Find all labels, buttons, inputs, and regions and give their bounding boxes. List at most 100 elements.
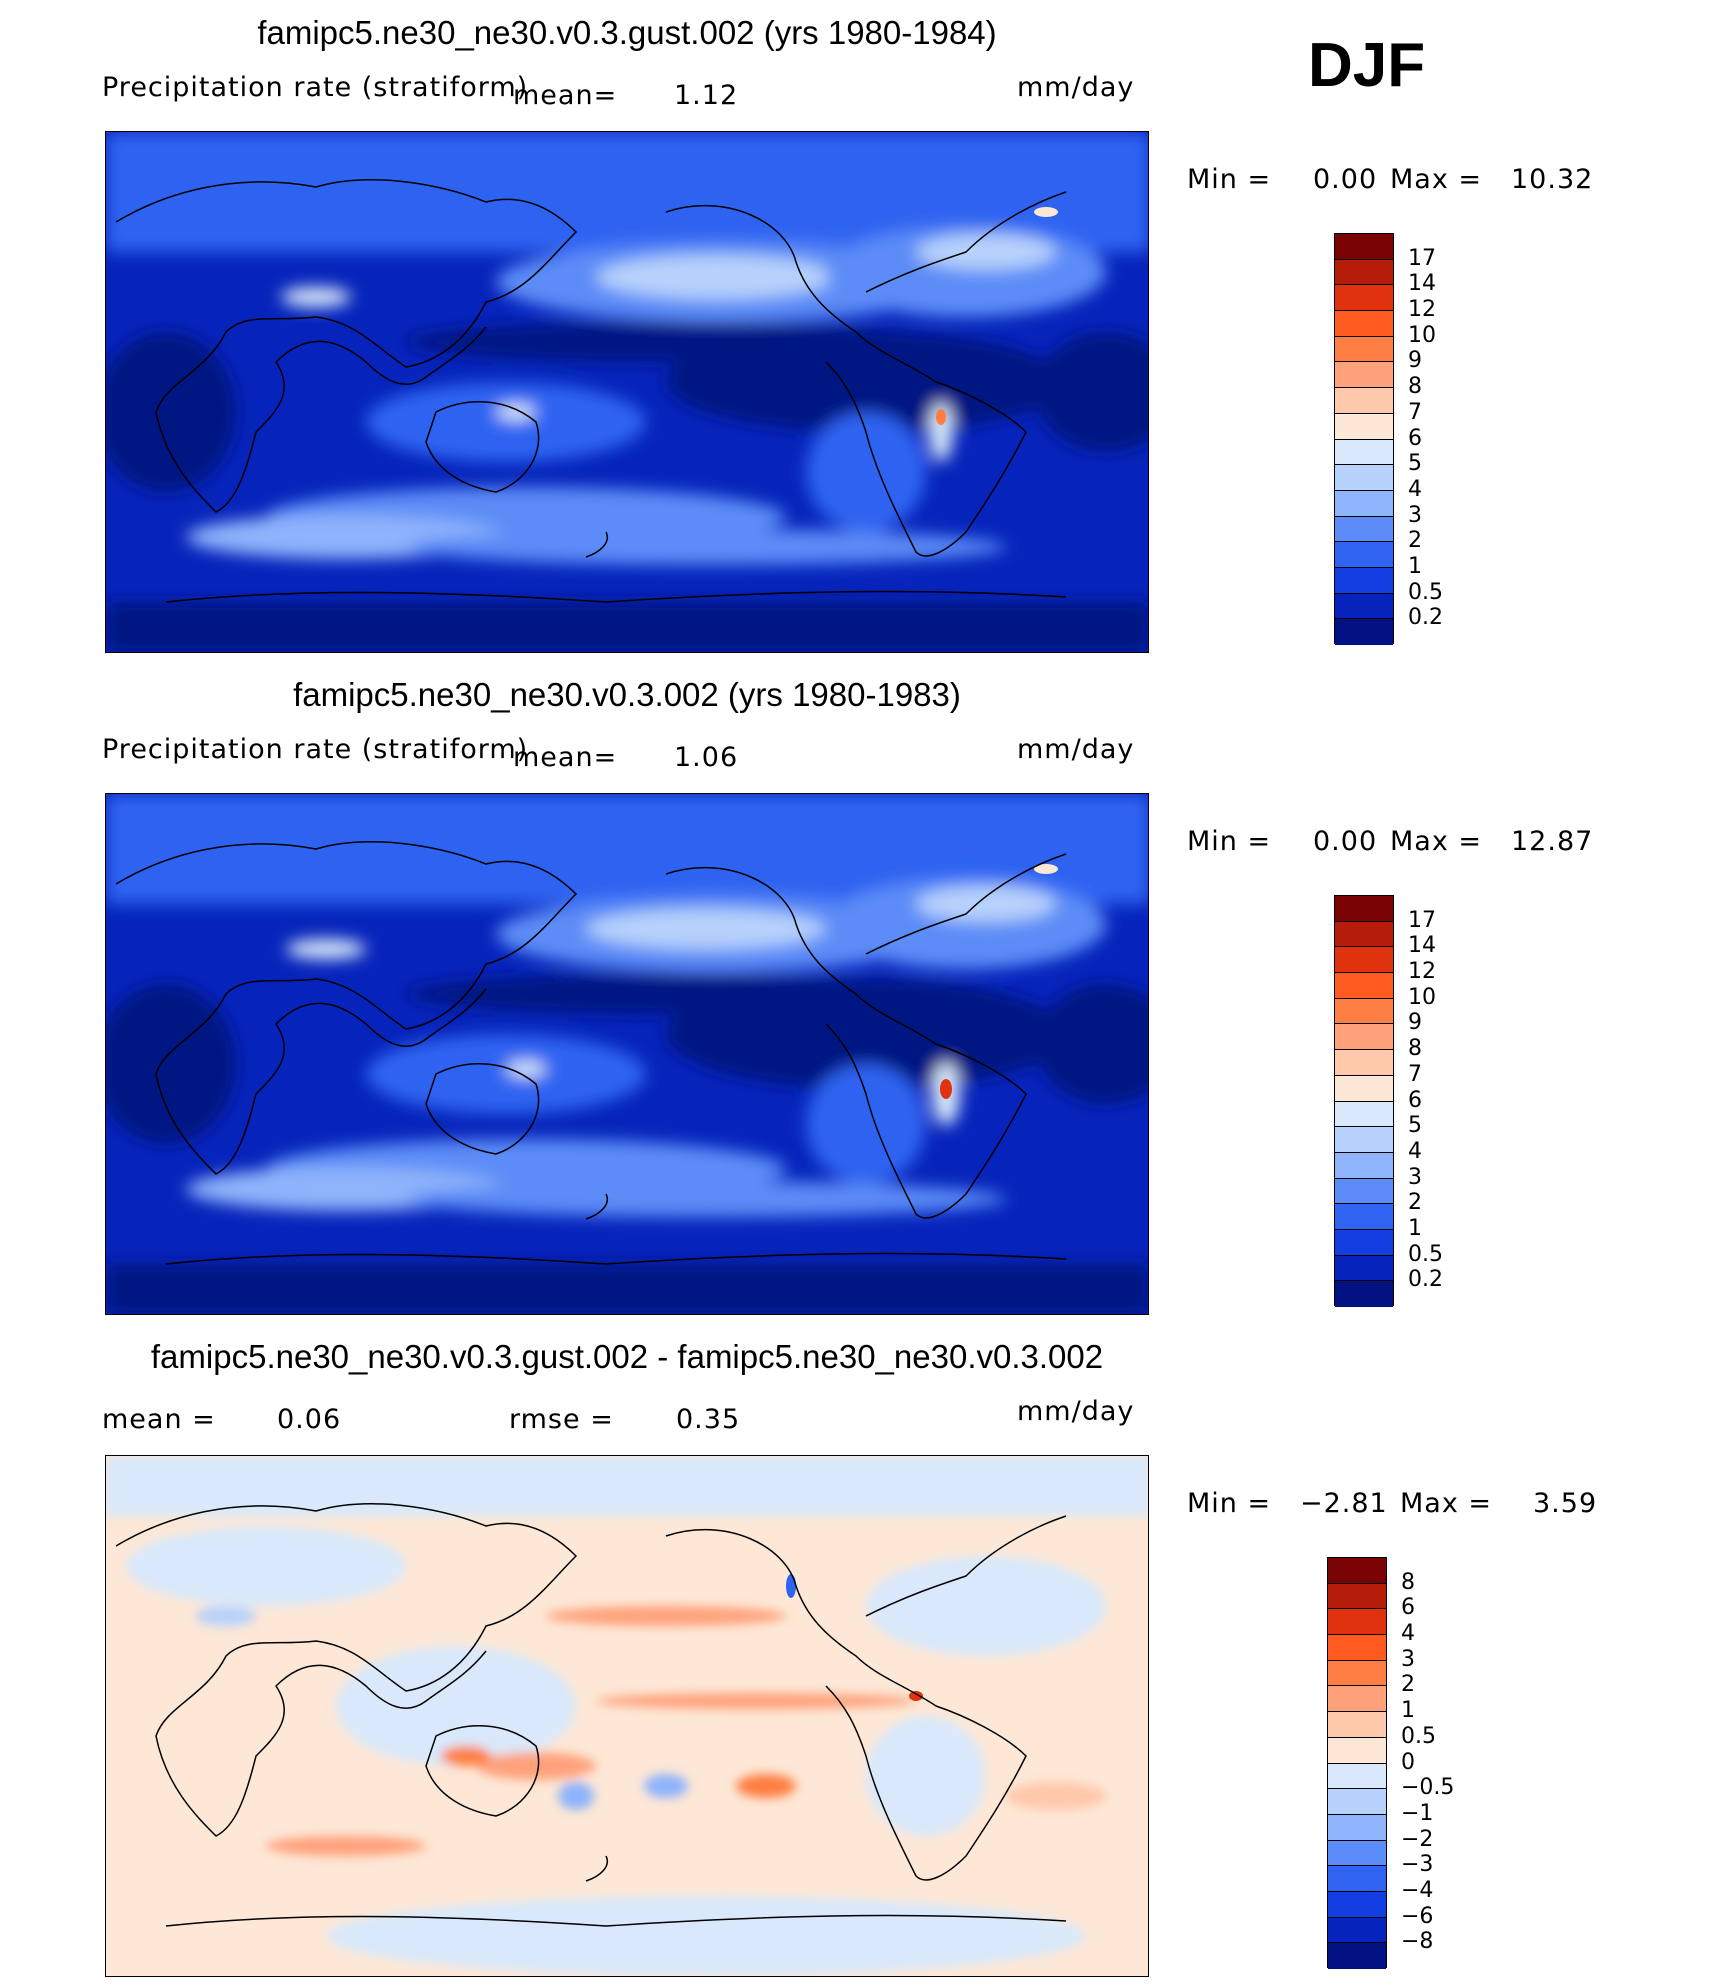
colorbar-tick-label: 3 xyxy=(1401,1646,1415,1672)
colorbar-swatch xyxy=(1335,1024,1393,1051)
panel-1-mean-label: mean= xyxy=(513,80,618,111)
panel-1-colorbar xyxy=(1334,233,1394,645)
panel-3-map xyxy=(105,1455,1149,1977)
colorbar-swatch xyxy=(1335,1255,1393,1282)
colorbar-tick-label: 17 xyxy=(1408,245,1436,271)
panel-2-variable-label: Precipitation rate (stratiform) xyxy=(102,734,529,765)
colorbar-swatch xyxy=(1328,1943,1386,1969)
colorbar-swatch xyxy=(1335,516,1393,543)
colorbar-swatch xyxy=(1335,593,1393,620)
colorbar-tick-label: −2 xyxy=(1401,1826,1434,1852)
colorbar-tick-label: 0 xyxy=(1401,1749,1415,1775)
colorbar-swatch xyxy=(1328,1840,1386,1867)
colorbar-tick-label: 7 xyxy=(1408,1061,1422,1087)
colorbar-tick-label: −1 xyxy=(1401,1800,1434,1826)
panel-3-min-label: Min = xyxy=(1187,1488,1272,1519)
colorbar-swatch xyxy=(1328,1635,1386,1661)
colorbar-swatch xyxy=(1335,567,1393,594)
panel-3-mean-value: 0.06 xyxy=(277,1404,342,1435)
colorbar-tick-label: 4 xyxy=(1408,476,1422,502)
panel-2-max-label: Max = xyxy=(1390,826,1483,857)
panel-3-units: mm/day xyxy=(1017,1396,1135,1427)
panel-3-max-value: 3.59 xyxy=(1533,1488,1598,1519)
panel-1-variable-label: Precipitation rate (stratiform) xyxy=(102,72,529,103)
colorbar-swatch xyxy=(1335,234,1393,260)
colorbar-swatch xyxy=(1328,1814,1386,1841)
colorbar-tick-label: 8 xyxy=(1401,1569,1415,1595)
panel-2-mean-label: mean= xyxy=(513,742,618,773)
colorbar-swatch xyxy=(1328,1660,1386,1687)
colorbar-tick-label: 5 xyxy=(1408,1113,1422,1139)
panel-1-max-value: 10.32 xyxy=(1511,164,1594,195)
colorbar-tick-label: 0.2 xyxy=(1408,605,1443,631)
colorbar-swatch xyxy=(1335,388,1393,414)
panel-2-units: mm/day xyxy=(1017,734,1135,765)
colorbar-tick-label: 0.5 xyxy=(1408,1241,1443,1267)
colorbar-swatch xyxy=(1335,896,1393,922)
panel-1-mean-value: 1.12 xyxy=(674,80,739,111)
colorbar-swatch xyxy=(1328,1609,1386,1636)
colorbar-swatch xyxy=(1328,1737,1386,1764)
colorbar-swatch xyxy=(1328,1583,1386,1610)
colorbar-swatch xyxy=(1335,921,1393,948)
panel-3-title: famipc5.ne30_ne30.v0.3.gust.002 - famipc… xyxy=(150,1338,1104,1375)
colorbar-tick-label: 0.5 xyxy=(1401,1723,1436,1749)
colorbar-swatch xyxy=(1335,285,1393,312)
colorbar-tick-label: 7 xyxy=(1408,399,1422,425)
colorbar-tick-label: −0.5 xyxy=(1401,1775,1455,1801)
colorbar-swatch xyxy=(1335,998,1393,1025)
panel-3-mean-label: mean = xyxy=(102,1404,216,1435)
colorbar-tick-label: 0.5 xyxy=(1408,579,1443,605)
colorbar-swatch xyxy=(1335,413,1393,440)
panel-3-max-label: Max = xyxy=(1400,1488,1493,1519)
colorbar-tick-label: 14 xyxy=(1408,271,1436,297)
colorbar-swatch xyxy=(1335,619,1393,645)
colorbar-swatch xyxy=(1328,1866,1386,1892)
colorbar-tick-label: 2 xyxy=(1408,1190,1422,1216)
colorbar-swatch xyxy=(1335,362,1393,389)
panel-2-max-value: 12.87 xyxy=(1511,826,1594,857)
colorbar-tick-label: −8 xyxy=(1401,1929,1434,1955)
colorbar-swatch xyxy=(1335,1127,1393,1153)
panel-1-map xyxy=(105,131,1149,653)
colorbar-tick-label: 10 xyxy=(1408,984,1436,1010)
colorbar-tick-label: 2 xyxy=(1408,528,1422,554)
panel-1-min-value: 0.00 xyxy=(1313,164,1378,195)
panel-3-min-value: −2.81 xyxy=(1300,1488,1388,1519)
panel-2-title: famipc5.ne30_ne30.v0.3.002 (yrs 1980-198… xyxy=(293,676,961,713)
panel-2-min-label: Min = xyxy=(1187,826,1272,857)
colorbar-tick-label: 14 xyxy=(1408,933,1436,959)
colorbar-tick-label: 6 xyxy=(1408,1087,1422,1113)
colorbar-tick-label: 6 xyxy=(1408,425,1422,451)
panel-2-min-value: 0.00 xyxy=(1313,826,1378,857)
colorbar-tick-label: 1 xyxy=(1408,1215,1422,1241)
colorbar-swatch xyxy=(1335,973,1393,999)
colorbar-tick-label: 9 xyxy=(1408,348,1422,374)
colorbar-swatch xyxy=(1328,1789,1386,1815)
colorbar-swatch xyxy=(1335,1178,1393,1205)
panel-1-min-label: Min = xyxy=(1187,164,1272,195)
colorbar-swatch xyxy=(1328,1763,1386,1790)
colorbar-swatch xyxy=(1335,1075,1393,1102)
colorbar-tick-label: 4 xyxy=(1401,1621,1415,1647)
colorbar-tick-label: 12 xyxy=(1408,297,1436,323)
season-label: DJF xyxy=(1308,31,1426,100)
colorbar-tick-label: 3 xyxy=(1408,502,1422,528)
panel-3-rmse-label: rmse = xyxy=(509,1404,614,1435)
colorbar-swatch xyxy=(1335,311,1393,337)
panel-2-colorbar xyxy=(1334,895,1394,1307)
colorbar-swatch xyxy=(1328,1891,1386,1918)
colorbar-tick-label: 2 xyxy=(1401,1672,1415,1698)
colorbar-tick-label: −3 xyxy=(1401,1852,1434,1878)
colorbar-swatch xyxy=(1335,1050,1393,1076)
colorbar-tick-label: 3 xyxy=(1408,1164,1422,1190)
colorbar-swatch xyxy=(1335,1152,1393,1179)
colorbar-tick-label: 12 xyxy=(1408,959,1436,985)
panel-1-max-label: Max = xyxy=(1390,164,1483,195)
colorbar-tick-label: 8 xyxy=(1408,1036,1422,1062)
colorbar-swatch xyxy=(1328,1558,1386,1584)
colorbar-tick-label: 4 xyxy=(1408,1138,1422,1164)
colorbar-tick-label: 6 xyxy=(1401,1595,1415,1621)
colorbar-swatch xyxy=(1335,1281,1393,1307)
colorbar-swatch xyxy=(1335,542,1393,568)
